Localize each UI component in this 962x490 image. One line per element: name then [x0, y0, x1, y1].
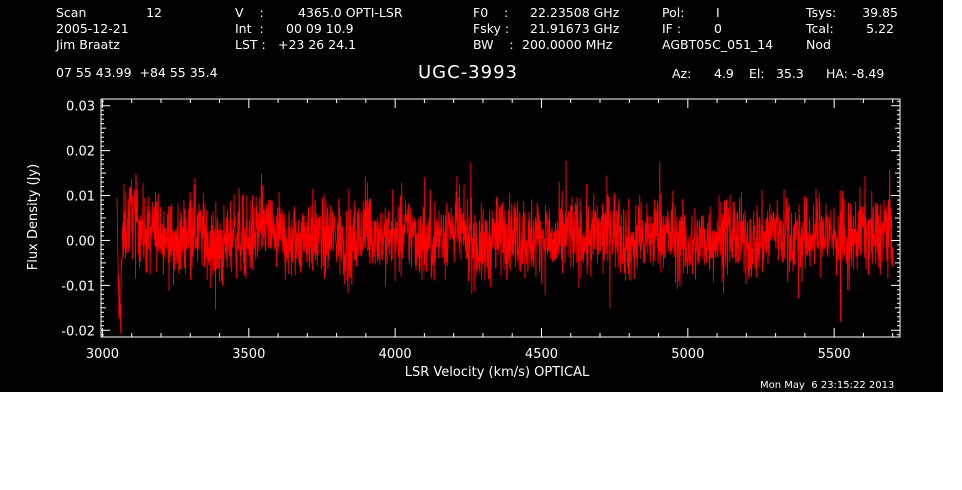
sky-frequency-value: 21.91673 GHz: [530, 21, 620, 36]
x-tick-label: 5500: [818, 347, 851, 362]
azimuth-label: Az:: [672, 66, 692, 81]
plot-window: Scan 12 2005-12-21 Jim Braatz V : 4365.0…: [0, 0, 943, 392]
tcal-value: 5.22: [866, 21, 894, 36]
x-tick-label: 3000: [86, 347, 119, 362]
polarization-label: Pol:: [662, 5, 685, 20]
elevation-label: El:: [749, 66, 765, 81]
tsys-label: Tsys:: [806, 5, 837, 20]
bandwidth-value: 200.0000 MHz: [522, 37, 613, 52]
axes: 3000 3500 4000 4500 5000 5500 -0.02 -0.01 0.00 0.…: [61, 98, 901, 362]
rest-frequency-value: 22.23508 GHz: [530, 5, 620, 20]
if-label: IF :: [662, 21, 682, 36]
rest-frequency-label: F0 :: [473, 5, 509, 20]
observer-name: Jim Braatz: [56, 37, 120, 52]
x-tick-label: 4500: [525, 347, 558, 362]
integration-value: 00 09 10.9: [286, 21, 354, 36]
x-tick-label: 3500: [232, 347, 265, 362]
integration-label: Int :: [235, 21, 264, 36]
source-coordinates: 07 55 43.99 +84 55 35.4: [56, 65, 218, 80]
x-tick-label: 5000: [671, 347, 704, 362]
if-value: 0: [714, 21, 722, 36]
scan-number: 12: [146, 5, 162, 20]
velocity-label: V :: [235, 5, 264, 20]
sky-frequency-label: Fsky :: [473, 21, 510, 36]
observing-mode: Nod: [806, 37, 831, 52]
y-tick-label: -0.01: [61, 279, 95, 294]
azimuth-value: 4.9: [714, 66, 734, 81]
x-tick-label: 4000: [379, 347, 412, 362]
y-axis-label: Flux Density (Jy): [26, 164, 41, 270]
hour-angle-value: -8.49: [852, 66, 885, 81]
y-tick-label: 0.03: [66, 100, 95, 115]
polarization-value: I: [716, 5, 720, 20]
tcal-label: Tcal:: [806, 21, 834, 36]
x-axis-label: LSR Velocity (km/s) OPTICAL: [405, 365, 590, 380]
velocity-value: 4365.0 OPTI-LSR: [298, 5, 403, 20]
spectrum-trace-group: [116, 161, 894, 334]
spectrum-line: [116, 161, 894, 334]
scan-label: Scan: [56, 5, 87, 20]
y-tick-label: 0.02: [66, 145, 95, 160]
project-id: AGBT05C_051_14: [662, 37, 774, 52]
spectrum-chart: 3000 3500 4000 4500 5000 5500 -0.02 -0.01 0.00 0.…: [26, 98, 901, 380]
y-tick-label: 0.01: [66, 190, 95, 205]
y-tick-label: 0.00: [66, 234, 95, 249]
elevation-value: 35.3: [776, 66, 804, 81]
hour-angle-label: HA:: [826, 66, 848, 81]
lst-label: LST :: [235, 37, 266, 52]
lst-value: +23 26 24.1: [278, 37, 357, 52]
bandwidth-label: BW :: [473, 37, 514, 52]
observation-date: 2005-12-21: [56, 21, 129, 36]
source-name: UGC-3993: [418, 62, 518, 83]
y-tick-label: -0.02: [61, 324, 95, 339]
render-timestamp: Mon May 6 23:15:22 2013: [760, 380, 895, 391]
tsys-value: 39.85: [862, 5, 898, 20]
